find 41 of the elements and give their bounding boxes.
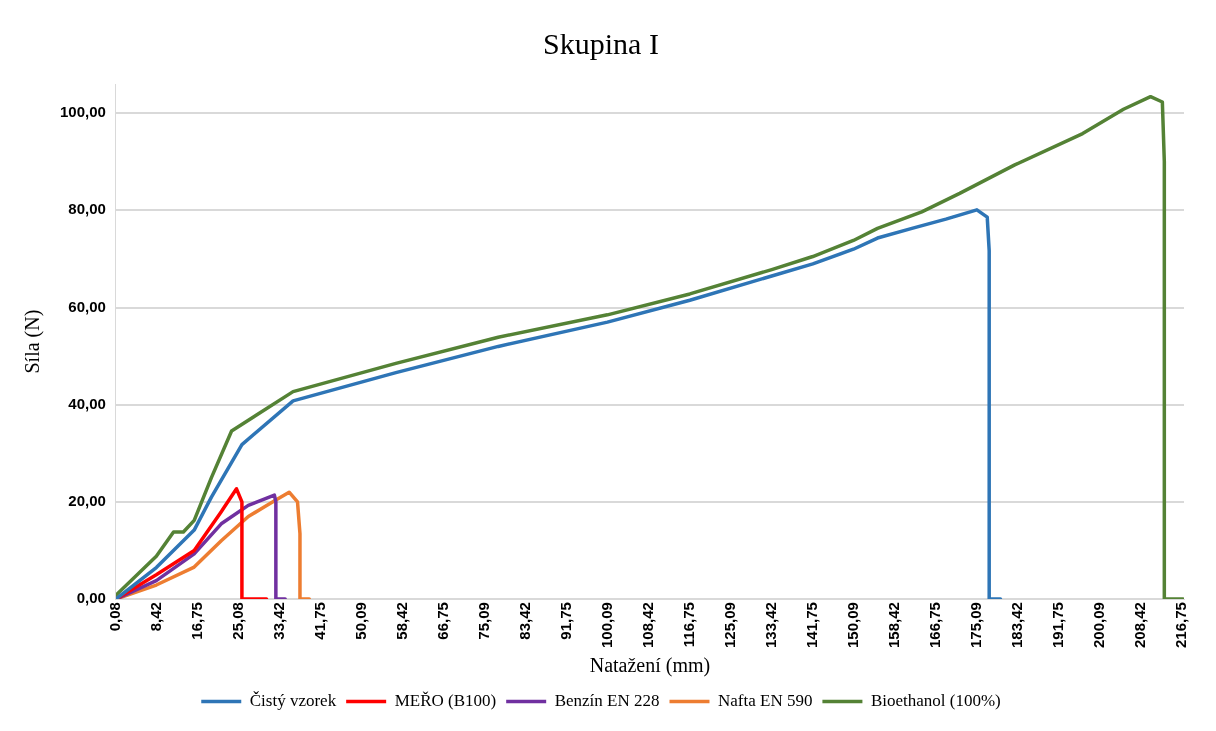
- x-tick-label: 75,09: [475, 602, 493, 640]
- x-tick-label: 25,08: [229, 602, 247, 640]
- y-tick-label: 0,00: [76, 589, 106, 607]
- legend-label: Bioethanol (100%): [870, 690, 1001, 710]
- x-tick-label: 200,09: [1089, 602, 1107, 649]
- x-tick-label: 50,09: [352, 602, 370, 640]
- x-tick-label: 216,75: [1171, 602, 1189, 649]
- x-tick-label: 166,75: [925, 602, 943, 649]
- legend-label: Čistý vzorek: [249, 690, 337, 710]
- x-tick-label: 191,75: [1048, 602, 1066, 649]
- x-tick-label: 66,75: [434, 602, 451, 640]
- x-axis-title: Natažení (mm): [589, 654, 711, 678]
- y-tick-label: 40,00: [68, 394, 106, 412]
- chart-title: Skupina I: [543, 26, 659, 60]
- x-tick-label: 133,42: [761, 602, 779, 649]
- x-tick-label: 116,75: [679, 602, 697, 648]
- x-tick-label: 16,75: [188, 602, 206, 640]
- legend-label: Benzín EN 228: [554, 690, 660, 710]
- x-tick-label: 175,09: [966, 602, 984, 649]
- x-tick-label: 108,42: [639, 602, 656, 649]
- y-tick-label: 60,00: [68, 297, 106, 315]
- x-tick-label: 8,42: [147, 602, 165, 632]
- x-tick-label: 33,42: [270, 602, 288, 640]
- x-tick-label: 83,42: [516, 602, 534, 640]
- y-tick-label: 100,00: [59, 103, 106, 121]
- legend-label: MEŘO (B100): [394, 690, 497, 710]
- y-tick-label: 80,00: [68, 200, 106, 218]
- x-tick-label: 158,42: [884, 602, 902, 649]
- x-tick-label: 41,75: [311, 602, 329, 640]
- y-tick-label: 20,00: [68, 492, 106, 510]
- x-tick-label: 58,42: [393, 602, 411, 640]
- x-tick-label: 91,75: [556, 602, 574, 640]
- x-tick-label: 100,09: [598, 602, 616, 649]
- legend-label: Nafta EN 590: [718, 690, 813, 710]
- x-tick-label: 150,09: [843, 602, 861, 649]
- x-tick-label: 183,42: [1007, 602, 1025, 649]
- x-tick-label: 208,42: [1130, 602, 1148, 649]
- y-axis-title: Síla (N): [21, 309, 45, 374]
- x-tick-label: 0,08: [106, 602, 124, 632]
- x-tick-label: 141,75: [802, 602, 820, 649]
- x-tick-label: 125,09: [721, 602, 739, 649]
